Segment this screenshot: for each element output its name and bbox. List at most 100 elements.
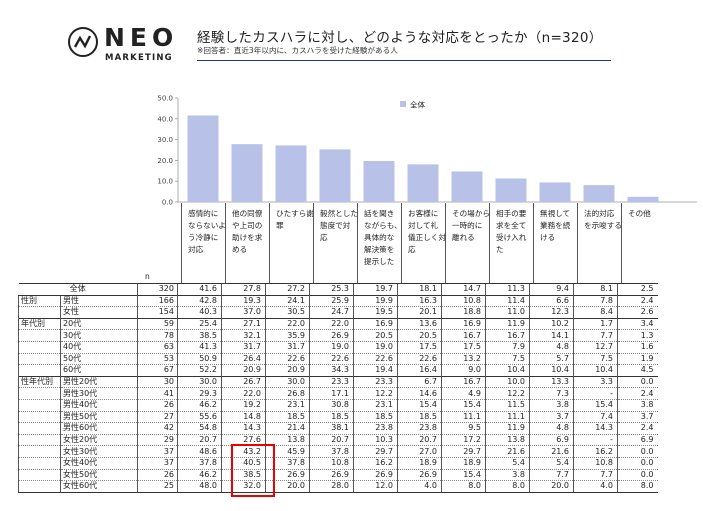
row-group [18, 387, 61, 400]
row-group: 年代別 [18, 317, 61, 331]
table-cell: 14.1 [529, 329, 574, 342]
bar [451, 171, 483, 202]
row-n: 67 [137, 364, 178, 377]
table-cell: 31.7 [265, 341, 310, 354]
category-label: その他 [621, 203, 665, 283]
y-tick-label: 40.0 [157, 115, 173, 123]
table-cell: 4.0 [397, 480, 442, 493]
table-cell: 37.8 [265, 457, 310, 470]
table-cell: 30.8 [309, 399, 354, 412]
table-cell: 23.3 [353, 375, 398, 389]
table-row: 60代 67 52.2 20.9 20.9 34.3 19.4 16.4 9.0 10.4 10.4… [18, 364, 658, 377]
table-cell: 11.5 [485, 399, 530, 412]
row-n: 37 [137, 445, 178, 458]
table-cell: 19.2 [221, 399, 266, 412]
table-cell: 26.9 [309, 469, 354, 482]
table-cell: 22.6 [353, 353, 398, 366]
row-n: 41 [137, 387, 178, 400]
table-cell: 17.5 [441, 341, 486, 354]
table-row: 男性40代 26 46.2 19.2 23.1 30.8 23.1 15.4 15.4 11.5 3… [18, 399, 658, 412]
row-group [18, 306, 61, 319]
table-cell: 48.6 [177, 445, 222, 458]
table-cell: 22.0 [221, 387, 266, 400]
table-cell: 10.0 [485, 375, 530, 389]
table-cell: 4.8 [529, 422, 574, 435]
row-n: 320 [137, 283, 178, 296]
table-cell: 14.3 [573, 422, 618, 435]
table-cell: 25.9 [309, 294, 354, 308]
page-title: 経験したカスハラに対し、どのような対応をとったか（n=320） [197, 30, 603, 46]
table-cell: 24.7 [309, 306, 354, 319]
table-row: 女性40代 37 37.8 40.5 37.8 10.8 16.2 18.9 18.9 5.4 5.… [18, 457, 658, 470]
table-cell: 7.3 [529, 387, 574, 400]
row-n: 59 [137, 317, 178, 331]
table-cell: 0.0 [617, 375, 658, 389]
row-label: 全体 [18, 283, 138, 296]
table-row: 30代 78 38.5 32.1 35.9 26.9 20.5 20.5 16.7 16.7 14.… [18, 329, 658, 342]
table-cell: 8.0 [617, 480, 658, 493]
row-label: 女性50代 [60, 469, 138, 482]
table-cell: 48.0 [177, 480, 222, 493]
table-cell: 11.9 [485, 317, 530, 331]
table-cell: 11.9 [485, 422, 530, 435]
table-cell: 20.0 [265, 480, 310, 493]
table-cell: 13.2 [441, 353, 486, 366]
table-cell: 30.5 [265, 306, 310, 319]
table-cell: 16.4 [397, 364, 442, 377]
table-cell: 7.7 [573, 469, 618, 482]
table-cell: 24.1 [265, 294, 310, 308]
table-cell: 22.0 [265, 317, 310, 331]
table-cell: 3.4 [617, 317, 658, 331]
bar [407, 164, 439, 202]
row-group: 性別 [18, 294, 61, 308]
table-cell: 45.9 [265, 445, 310, 458]
table-cell: 1.6 [617, 341, 658, 354]
row-label: 男性40代 [60, 399, 138, 412]
table-cell: 15.4 [397, 399, 442, 412]
row-n: 53 [137, 353, 178, 366]
table-cell: 18.9 [441, 457, 486, 470]
table-cell: 26.9 [353, 469, 398, 482]
highlight-box [231, 444, 275, 497]
table-cell: 46.2 [177, 469, 222, 482]
row-label: 50代 [60, 353, 138, 366]
table-cell: 29.7 [353, 445, 398, 458]
table-cell: 16.7 [441, 375, 486, 389]
row-n: 29 [137, 434, 178, 447]
table-cell: 4.8 [529, 341, 574, 354]
brand-sub: MARKETING [105, 53, 173, 63]
row-n: 26 [137, 469, 178, 482]
row-group [18, 434, 61, 447]
row-label: 男性60代 [60, 422, 138, 435]
table-cell: 15.4 [441, 469, 486, 482]
row-group: 性年代別 [18, 375, 61, 389]
category-label: 相手の要 求を全て 受け入れ た [489, 203, 533, 283]
table-cell: 20.7 [397, 434, 442, 447]
row-n: 63 [137, 341, 178, 354]
table-cell: 9.4 [529, 283, 574, 296]
table-cell: 20.1 [397, 306, 442, 319]
table-cell: 31.7 [221, 341, 266, 354]
table-row: 40代 63 41.3 31.7 31.7 19.0 19.0 17.5 17.5 7.9 4.8 1… [18, 341, 658, 354]
table-cell: 2.4 [617, 294, 658, 308]
table-cell: 26.9 [265, 469, 310, 482]
table-cell: 38.1 [309, 422, 354, 435]
table-cell: 5.4 [529, 457, 574, 470]
table-cell: 20.9 [265, 364, 310, 377]
table-row: 50代 53 50.9 26.4 22.6 22.6 22.6 22.6 13.2 7.5 5.7 7… [18, 353, 658, 366]
row-n: 26 [137, 399, 178, 412]
row-n: 78 [137, 329, 178, 342]
row-n: 42 [137, 422, 178, 435]
row-label: 女性60代 [60, 480, 138, 493]
bar [539, 182, 571, 202]
table-cell: 30.0 [265, 375, 310, 389]
table-cell: 10.8 [573, 457, 618, 470]
table-cell: 37.8 [177, 457, 222, 470]
table-cell: 20.5 [353, 329, 398, 342]
table-cell: 13.8 [485, 434, 530, 447]
table-cell: 16.7 [485, 329, 530, 342]
bar [363, 161, 395, 202]
category-label: 他の同僚 や上司の 助けを求 める [225, 203, 269, 283]
table-cell: 3.8 [617, 399, 658, 412]
table-cell: 2.5 [617, 283, 658, 296]
